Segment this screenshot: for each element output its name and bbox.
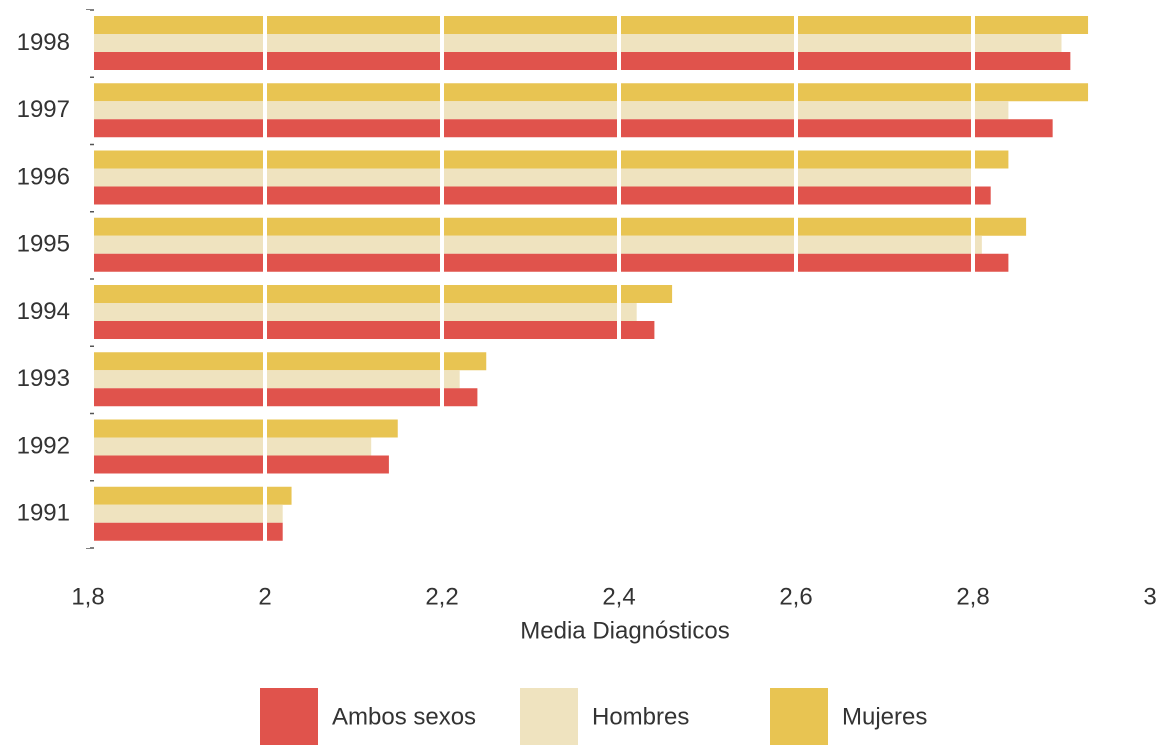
bar bbox=[94, 16, 1089, 34]
bar bbox=[94, 83, 1089, 102]
bar bbox=[94, 52, 1071, 70]
bar bbox=[94, 34, 1062, 52]
y-tick-label: 1992 bbox=[17, 432, 70, 459]
bar bbox=[94, 150, 1009, 169]
bar bbox=[94, 235, 982, 254]
bar bbox=[94, 119, 1053, 138]
bar bbox=[94, 303, 637, 321]
x-axis-label: Media Diagnósticos bbox=[520, 617, 729, 644]
x-tick-label: 2 bbox=[258, 583, 271, 610]
bar bbox=[94, 419, 398, 438]
legend-label: Hombres bbox=[592, 703, 689, 730]
bar bbox=[94, 522, 283, 541]
bar bbox=[94, 352, 487, 371]
bar bbox=[94, 101, 1009, 120]
bar bbox=[94, 504, 283, 523]
x-tick-label: 2,2 bbox=[425, 583, 458, 610]
x-tick-label: 1,8 bbox=[71, 583, 104, 610]
y-tick-label: 1993 bbox=[17, 365, 70, 392]
bar bbox=[94, 388, 478, 407]
bar bbox=[94, 455, 389, 474]
x-tick-label: 2,4 bbox=[602, 583, 635, 610]
bar bbox=[94, 437, 372, 456]
x-tick-label: 3 bbox=[1143, 583, 1156, 610]
bar bbox=[94, 217, 1027, 236]
legend-swatch bbox=[520, 688, 578, 745]
y-tick-label: 1995 bbox=[17, 231, 70, 258]
bar bbox=[94, 253, 1009, 272]
y-tick-label: 1997 bbox=[17, 96, 70, 123]
legend-label: Mujeres bbox=[842, 703, 927, 730]
y-tick-label: 1991 bbox=[17, 500, 70, 527]
bar bbox=[94, 370, 460, 389]
bar bbox=[94, 285, 673, 303]
bar bbox=[94, 186, 991, 205]
legend-swatch bbox=[770, 688, 828, 745]
x-tick-label: 2,8 bbox=[956, 583, 989, 610]
bar bbox=[94, 321, 655, 339]
x-tick-label: 2,6 bbox=[779, 583, 812, 610]
y-tick-label: 1994 bbox=[17, 298, 70, 325]
y-tick-label: 1998 bbox=[17, 29, 70, 56]
bar bbox=[94, 168, 973, 187]
legend-swatch bbox=[260, 688, 318, 745]
legend-label: Ambos sexos bbox=[332, 703, 476, 730]
y-tick-label: 1996 bbox=[17, 163, 70, 190]
bar bbox=[94, 486, 292, 505]
